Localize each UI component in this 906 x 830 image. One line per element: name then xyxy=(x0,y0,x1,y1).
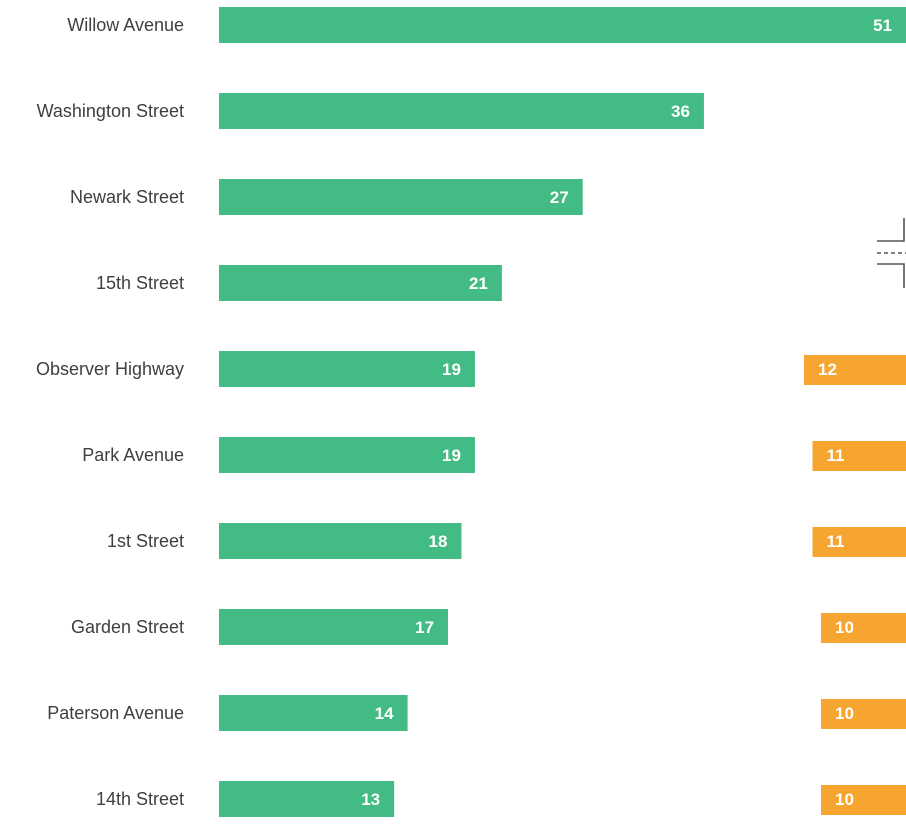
value-labels: 51 36 27 21 19 12 19 11 18 11 17 10 14 10 13 10 xyxy=(361,16,892,809)
secondary-bars xyxy=(804,355,906,815)
primary-bar xyxy=(219,179,583,215)
secondary-value-label: 10 xyxy=(835,618,854,637)
primary-value-label: 21 xyxy=(469,274,488,293)
primary-value-label: 36 xyxy=(671,102,690,121)
category-label: 1st Street xyxy=(107,531,184,551)
primary-value-label: 18 xyxy=(429,532,448,551)
street-intersection-icon xyxy=(877,218,906,288)
category-label: Newark Street xyxy=(70,187,184,207)
primary-value-label: 19 xyxy=(442,446,461,465)
primary-value-label: 13 xyxy=(361,790,380,809)
secondary-value-label: 10 xyxy=(835,704,854,723)
primary-bar xyxy=(219,523,461,559)
category-label: Park Avenue xyxy=(82,445,184,465)
secondary-value-label: 10 xyxy=(835,790,854,809)
secondary-bar xyxy=(821,613,906,643)
secondary-bar xyxy=(821,785,906,815)
primary-value-label: 17 xyxy=(415,618,434,637)
primary-value-label: 27 xyxy=(550,188,569,207)
primary-bar xyxy=(219,93,704,129)
category-label: 14th Street xyxy=(96,789,184,809)
icon-bottom-corner xyxy=(877,264,904,288)
category-labels: Willow Avenue Washington Street Newark Str… xyxy=(36,15,184,809)
category-label: Washington Street xyxy=(37,101,184,121)
secondary-bar xyxy=(821,699,906,729)
primary-value-label: 51 xyxy=(873,16,892,35)
icon-top-corner xyxy=(877,218,904,241)
primary-bar xyxy=(219,609,448,645)
category-label: Observer Highway xyxy=(36,359,184,379)
secondary-value-label: 11 xyxy=(827,532,845,551)
primary-bar xyxy=(219,351,475,387)
secondary-value-label: 11 xyxy=(827,446,845,465)
category-label: Willow Avenue xyxy=(67,15,184,35)
primary-value-label: 19 xyxy=(442,360,461,379)
primary-bar xyxy=(219,437,475,473)
category-label: Garden Street xyxy=(71,617,184,637)
category-label: Paterson Avenue xyxy=(47,703,184,723)
primary-bar xyxy=(219,7,906,43)
secondary-value-label: 12 xyxy=(818,360,837,379)
category-label: 15th Street xyxy=(96,273,184,293)
primary-value-label: 14 xyxy=(375,704,394,723)
primary-bar xyxy=(219,265,502,301)
primary-bars xyxy=(219,7,906,817)
